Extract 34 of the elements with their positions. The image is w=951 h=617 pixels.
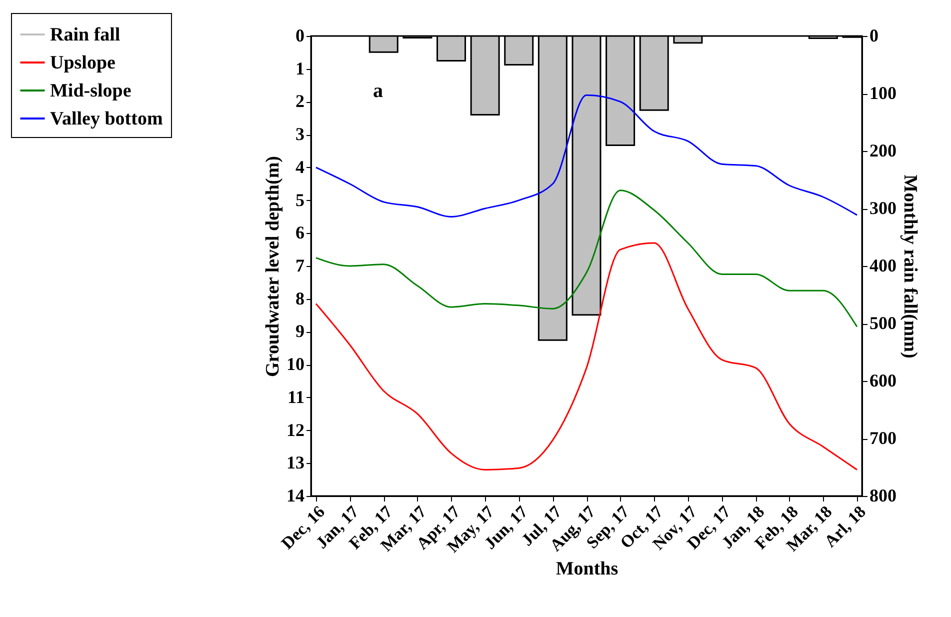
y2-tick-label: 100: [870, 83, 896, 103]
y-tick-label: 8: [296, 288, 304, 308]
y-tick-label: 11: [287, 386, 304, 407]
y2-tick-label: 300: [870, 198, 896, 218]
y-tick-label: 4: [296, 156, 304, 177]
y2-tick-label: 500: [870, 313, 896, 333]
legend-label: Mid-slope: [50, 80, 132, 102]
y2-tick-label: 0: [870, 26, 878, 46]
y-tick-label: 5: [296, 190, 304, 210]
y-tick-label: 6: [296, 222, 304, 243]
y-axis-title: Groudwater level depth(m): [262, 156, 284, 377]
y-tick-label: 0: [296, 26, 304, 46]
line-series: [315, 242, 858, 470]
y2-tick-label: 400: [870, 256, 896, 276]
y-tick-label: 1: [296, 58, 304, 78]
line-series: [315, 190, 858, 328]
y2-tick-label: 200: [870, 140, 896, 160]
legend-label: Valley bottom: [50, 108, 163, 130]
y-tick-label: 2: [296, 91, 304, 112]
y2-axis-title: Monthly rain fall(mm): [900, 174, 920, 358]
annotation: a: [373, 80, 383, 102]
y-tick-label: 13: [286, 452, 304, 473]
y-tick-label: 14: [286, 486, 304, 506]
y2-tick-label: 800: [870, 486, 896, 506]
legend-label: Upslope: [50, 52, 116, 74]
y-tick-label: 12: [286, 420, 304, 440]
x-axis-title: Months: [556, 558, 618, 580]
y-tick-label: 10: [286, 354, 304, 374]
y2-tick-label: 700: [870, 428, 896, 448]
legend-label: Rain fall: [50, 24, 120, 46]
y-tick-label: 7: [296, 256, 304, 276]
y2-tick-label: 600: [870, 370, 896, 390]
y-tick-label: 9: [296, 321, 304, 342]
y-tick-label: 3: [296, 124, 304, 144]
